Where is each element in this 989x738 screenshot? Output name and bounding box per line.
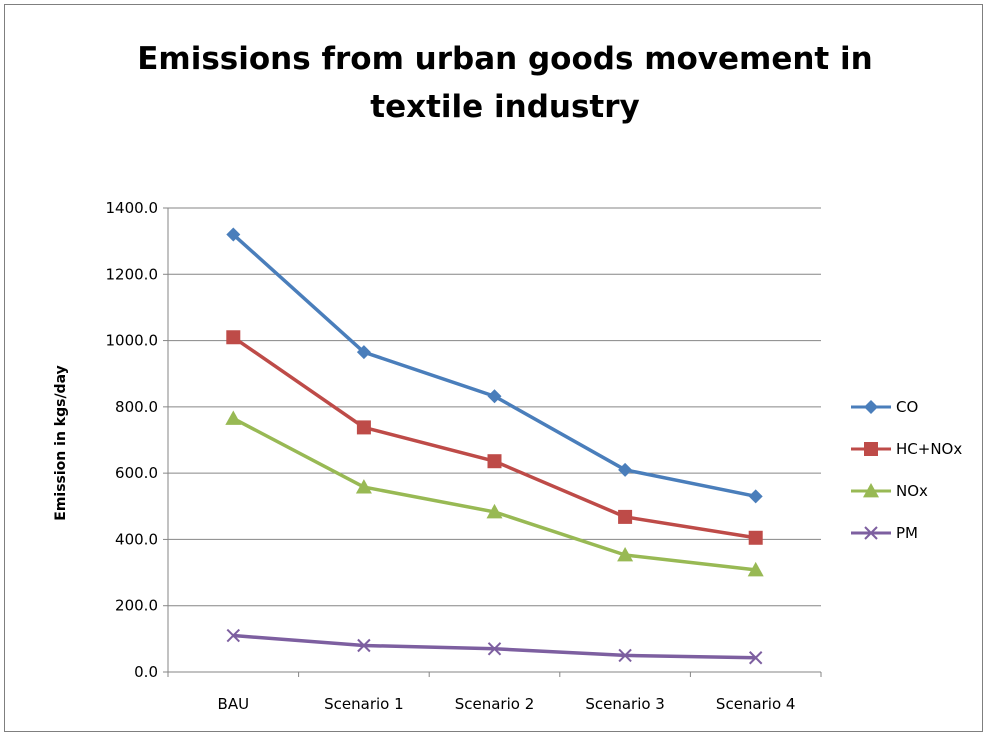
series-line (232, 416, 756, 572)
y-tick-label: 1400.0 (106, 199, 159, 217)
axis-layer (163, 207, 822, 677)
title-line-2: textile industry (370, 89, 639, 125)
data-point (226, 330, 241, 345)
data-point (747, 561, 764, 577)
y-tick-label: 0.0 (134, 663, 158, 681)
data-point (355, 479, 372, 494)
data-point (356, 345, 371, 360)
y-axis-label: Emission in kgs/day (53, 365, 69, 520)
y-tick-label: 1200.0 (106, 265, 159, 283)
data-point (618, 648, 632, 663)
x-tick-label: Scenario 1 (324, 695, 404, 713)
x-tick-labels: BAU Scenario 1 Scenario 2 Scenario 3 Scenari… (218, 695, 796, 713)
series-hc-nox (226, 330, 763, 545)
data-point (487, 454, 502, 469)
data-point (487, 389, 502, 404)
legend-item: PM (851, 524, 918, 542)
legend-label: CO (896, 398, 918, 416)
legend-marker (863, 483, 879, 498)
data-point (618, 509, 633, 524)
chart-title: Emissions from urban goods movement in t… (137, 41, 873, 125)
legend-marker (864, 526, 878, 540)
data-point (357, 638, 371, 653)
chart-frame: Emissions from urban goods movement in t… (4, 4, 983, 732)
data-point (226, 227, 241, 242)
y-tick-label: 1000.0 (106, 332, 159, 350)
legend: CO HC+NOx NOx PM (851, 398, 962, 542)
series-line (233, 633, 756, 660)
series-co (226, 227, 763, 504)
grid-layer (168, 207, 821, 607)
legend-item: HC+NOx (851, 440, 962, 458)
y-tick-label: 400.0 (115, 530, 158, 548)
data-point (226, 628, 241, 643)
legend-item: CO (851, 398, 918, 416)
series-nox (225, 410, 764, 577)
legend-label: HC+NOx (896, 440, 962, 458)
x-tick-label: BAU (218, 695, 250, 713)
data-point (748, 530, 763, 545)
y-tick-label: 200.0 (115, 597, 158, 615)
x-tick-label: Scenario 2 (455, 695, 535, 713)
data-point (487, 642, 502, 656)
data-point (617, 547, 634, 562)
y-tick-label: 600.0 (115, 464, 158, 482)
y-tick-label: 800.0 (115, 398, 158, 416)
legend-label: PM (896, 524, 918, 542)
data-point (225, 410, 242, 425)
series-pm (226, 628, 763, 665)
series-layer (225, 227, 764, 665)
legend-item: NOx (851, 482, 928, 500)
legend-marker (864, 442, 878, 456)
data-point (356, 420, 371, 435)
data-point (486, 503, 503, 519)
x-tick-label: Scenario 3 (585, 695, 665, 713)
chart-svg: Emissions from urban goods movement in t… (53, 41, 962, 713)
legend-marker (864, 400, 878, 414)
data-point (748, 489, 763, 504)
data-point (748, 651, 763, 665)
legend-label: NOx (896, 482, 928, 500)
data-point (618, 462, 633, 477)
y-tick-labels: 0.0 200.0 400.0 600.0 800.0 1000.0 1200.0 1400.… (106, 199, 159, 681)
x-tick-label: Scenario 4 (716, 695, 796, 713)
title-line-1: Emissions from urban goods movement in (137, 41, 873, 77)
